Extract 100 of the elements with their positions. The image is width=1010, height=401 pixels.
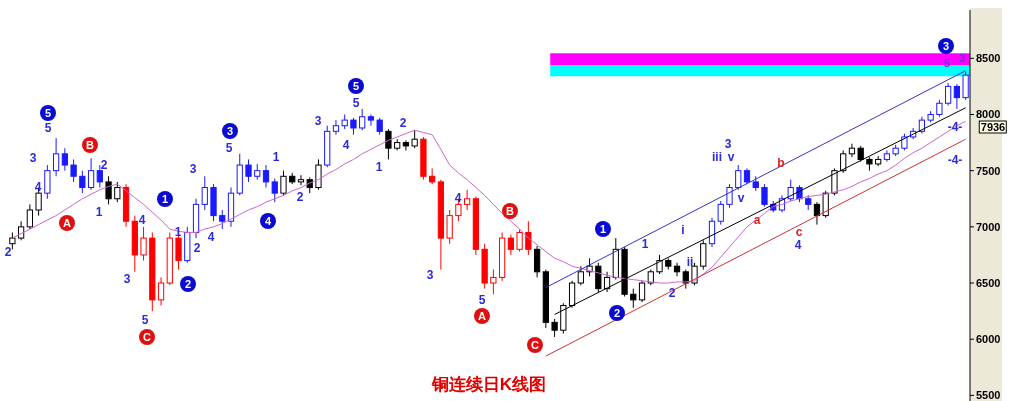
annotation: 4 <box>260 213 276 229</box>
candlestick <box>525 220 532 256</box>
candlestick <box>175 235 182 271</box>
y-tick-label: 8500 <box>976 52 1001 65</box>
y-tick-label: 7000 <box>976 220 1001 233</box>
candlestick <box>52 137 60 177</box>
candlestick <box>359 108 366 131</box>
annotation: a <box>753 213 761 227</box>
annotation: A <box>59 215 75 231</box>
annotation: i <box>681 223 685 237</box>
candlestick <box>848 143 856 158</box>
y-tick-label: 6500 <box>976 276 1001 289</box>
candlestick <box>568 280 576 309</box>
candlestick <box>726 183 733 209</box>
annotation: 3 <box>938 38 954 54</box>
candlestick <box>262 164 270 189</box>
candlestick <box>822 190 829 219</box>
candlestick <box>402 139 410 151</box>
annotation: ii <box>686 255 694 269</box>
text: 铜连续日K线图 <box>430 374 548 396</box>
candlestick <box>945 82 952 106</box>
candlestick <box>297 174 305 186</box>
annotation: C <box>527 337 543 353</box>
annotation: 4 <box>342 138 350 152</box>
candlestick <box>219 209 226 230</box>
candlestick <box>516 228 523 253</box>
annotation: 5 <box>141 313 149 327</box>
annotation: 2 <box>399 116 407 130</box>
candlestick <box>883 149 891 163</box>
candlestick <box>761 183 768 208</box>
candlestick <box>464 189 471 211</box>
candlestick <box>367 113 375 127</box>
candlestick <box>700 239 707 271</box>
text: 7936 <box>978 120 1008 134</box>
annotation: C <box>139 329 155 345</box>
candlestick <box>630 288 637 309</box>
candlestick <box>157 276 165 306</box>
candlestick <box>245 158 252 183</box>
annotation: 2 <box>180 276 196 292</box>
annotation: 4 <box>794 238 802 252</box>
candlestick <box>953 83 961 110</box>
candlestick <box>105 175 112 205</box>
annotation: 3 <box>958 51 966 64</box>
annotation: 3 <box>426 268 434 282</box>
annotation: 3 <box>189 162 197 176</box>
candlestick <box>114 181 121 203</box>
annotation: v <box>727 150 735 164</box>
annotation: 2 <box>4 245 12 259</box>
annotation: 4 <box>207 230 215 244</box>
candlestick <box>507 234 514 256</box>
candlestick <box>577 265 584 286</box>
y-tick-label: 7500 <box>976 164 1001 177</box>
candlestick <box>70 158 77 183</box>
annotation: 4 <box>34 180 42 194</box>
y-tick-label: 5500 <box>976 389 1001 401</box>
candlestick <box>385 128 392 160</box>
candlestick <box>140 226 147 262</box>
candlestick <box>962 71 969 101</box>
candlestick <box>87 157 95 191</box>
annotation: 5 <box>352 96 360 110</box>
candlestick <box>315 158 322 191</box>
annotation: 3 <box>123 272 131 286</box>
annotation: 5 <box>225 141 233 155</box>
candlestick <box>533 245 541 278</box>
annotation: 4 <box>454 191 462 205</box>
annotation: 1 <box>157 191 173 207</box>
annotation: 2 <box>296 190 304 204</box>
annotation: v <box>737 191 745 205</box>
y-tick-label: 6000 <box>976 333 1001 346</box>
annotation: 5 <box>44 121 52 135</box>
annotation: 3 <box>724 137 732 151</box>
annotation: 1 <box>95 205 103 219</box>
candlestick <box>638 280 646 303</box>
candlestick <box>280 170 287 196</box>
candlestick <box>17 220 25 241</box>
candlestick <box>79 170 86 194</box>
annotation: 3 <box>29 151 37 165</box>
annotation: 1 <box>641 237 649 251</box>
annotation: iii <box>711 150 723 164</box>
candlestick <box>271 178 278 203</box>
annotation: A <box>474 308 490 324</box>
candlestick <box>446 209 453 245</box>
annotation: 2 <box>193 241 201 255</box>
annotation: 3 <box>314 114 322 128</box>
annotation: 3 <box>222 123 238 139</box>
annotation: 5 <box>478 293 486 307</box>
y-tick-label: 8000 <box>976 108 1001 121</box>
annotation: B <box>502 203 518 219</box>
annotation: 2 <box>609 305 625 321</box>
candlestick <box>201 175 208 211</box>
annotation: 1 <box>375 160 383 174</box>
annotation: c <box>795 225 803 239</box>
candlestick <box>595 262 602 293</box>
candlestick <box>96 164 103 189</box>
candlestick <box>332 119 340 136</box>
annotation: -4- <box>947 120 963 134</box>
annotation: 2 <box>100 158 108 172</box>
annotation: 1 <box>595 221 611 237</box>
annotation: 1 <box>174 225 182 239</box>
candlestick <box>490 269 497 295</box>
